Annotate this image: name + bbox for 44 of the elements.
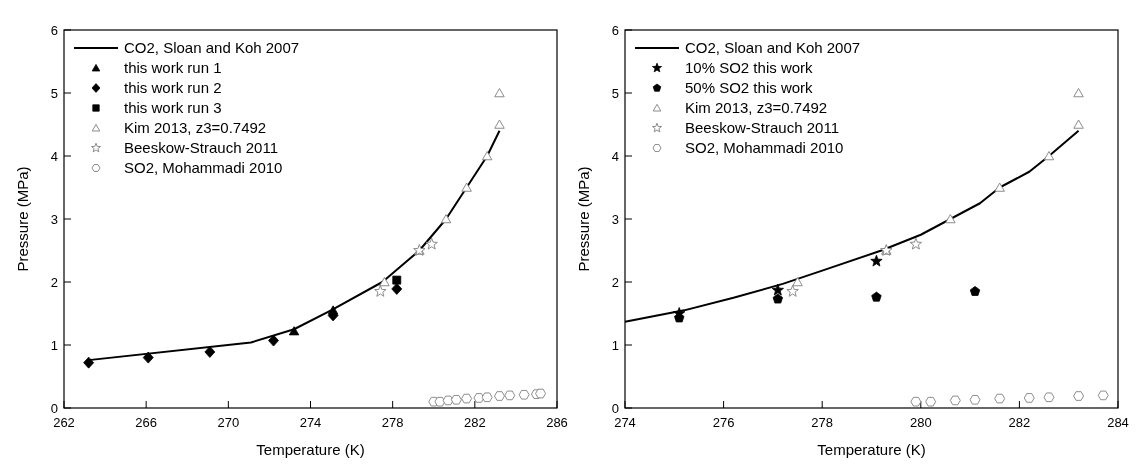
y-tick-label: 3 [50, 211, 58, 227]
legend-label: Beeskow-Strauch 2011 [124, 139, 278, 157]
x-axis-title: Temperature (K) [817, 441, 926, 458]
y-tick-label: 6 [50, 22, 58, 38]
x-tick-label: 266 [135, 415, 158, 430]
y-tick-label: 1 [611, 337, 619, 353]
x-tick-label: 286 [546, 415, 568, 430]
y-axis-title: Pressure (MPa) [14, 166, 31, 272]
legend-label: this work run 2 [124, 79, 222, 97]
legend-label: 10% SO2 this work [685, 59, 814, 77]
legend-label: this work run 1 [124, 59, 222, 77]
legend-label: this work run 3 [124, 99, 222, 117]
legend-label: CO2, Sloan and Koh 2007 [124, 39, 300, 57]
y-tick-label: 2 [50, 274, 58, 290]
x-tick-label: 276 [712, 415, 735, 430]
legend-label: Kim 2013, z3=0.7492 [685, 99, 828, 117]
y-tick-label: 6 [611, 22, 619, 38]
x-tick-label: 284 [1107, 415, 1129, 430]
x-tick-label: 278 [381, 415, 404, 430]
legend-label: Beeskow-Strauch 2011 [685, 119, 839, 137]
y-tick-label: 3 [611, 211, 619, 227]
legend-label: CO2, Sloan and Koh 2007 [685, 39, 861, 57]
x-tick-label: 262 [53, 415, 75, 430]
x-tick-label: 270 [217, 415, 240, 430]
y-axis-title: Pressure (MPa) [575, 166, 592, 272]
legend-label: 50% SO2 this work [685, 79, 814, 97]
x-tick-label: 280 [909, 415, 932, 430]
x-tick-label: 274 [614, 415, 636, 430]
x-tick-label: 282 [463, 415, 486, 430]
y-tick-label: 5 [611, 85, 619, 101]
legend-label: SO2, Mohammadi 2010 [685, 139, 844, 157]
x-axis-title: Temperature (K) [256, 441, 365, 458]
x-tick-label: 282 [1008, 415, 1031, 430]
y-tick-label: 1 [50, 337, 58, 353]
y-tick-label: 4 [611, 148, 619, 164]
legend-label: SO2, Mohammadi 2010 [124, 159, 283, 177]
y-tick-label: 4 [50, 148, 58, 164]
y-tick-label: 2 [611, 274, 619, 290]
y-tick-label: 0 [611, 400, 619, 416]
x-tick-label: 278 [811, 415, 834, 430]
y-tick-label: 5 [50, 85, 58, 101]
y-tick-label: 0 [50, 400, 58, 416]
x-tick-label: 274 [299, 415, 322, 430]
legend-label: Kim 2013, z3=0.7492 [124, 119, 267, 137]
